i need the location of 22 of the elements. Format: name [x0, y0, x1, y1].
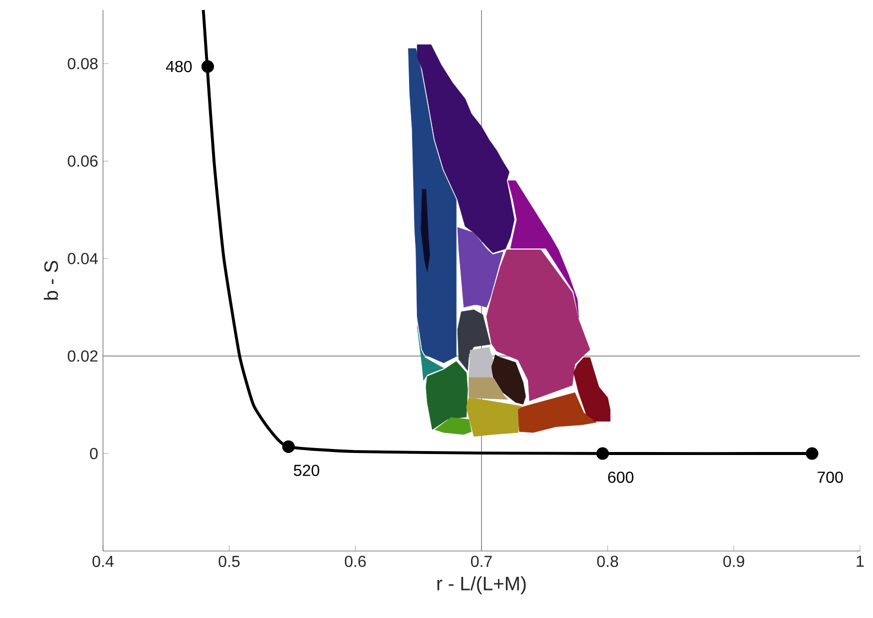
point: [201, 60, 214, 73]
y-tick-label: 0: [90, 448, 98, 460]
y-tick-label: 0.08: [68, 58, 98, 70]
annotation: 700: [818, 472, 843, 483]
annotation: 520: [294, 464, 320, 476]
x-tick-label: 0.9: [723, 556, 744, 568]
point: [282, 440, 295, 453]
y-tick-label: 0.02: [68, 350, 98, 362]
annotation: 480: [166, 60, 192, 72]
annotation: 600: [608, 472, 634, 483]
point: [596, 447, 609, 460]
y-tick-label: 0.04: [68, 252, 98, 264]
x-tick-label: 1: [856, 556, 864, 567]
x-axis-title: r - L/(L+M): [437, 576, 526, 594]
y-tick-label: 0.06: [68, 155, 98, 167]
x-tick-label: 0.7: [471, 556, 492, 568]
x-tick-label: 0.4: [92, 556, 114, 568]
x-tick-label: 0.6: [344, 556, 366, 568]
x-tick-label: 0.5: [218, 556, 240, 568]
y-axis-title: b - S: [44, 260, 58, 300]
x-tick-label: 0.8: [597, 556, 618, 568]
point: [806, 447, 818, 460]
